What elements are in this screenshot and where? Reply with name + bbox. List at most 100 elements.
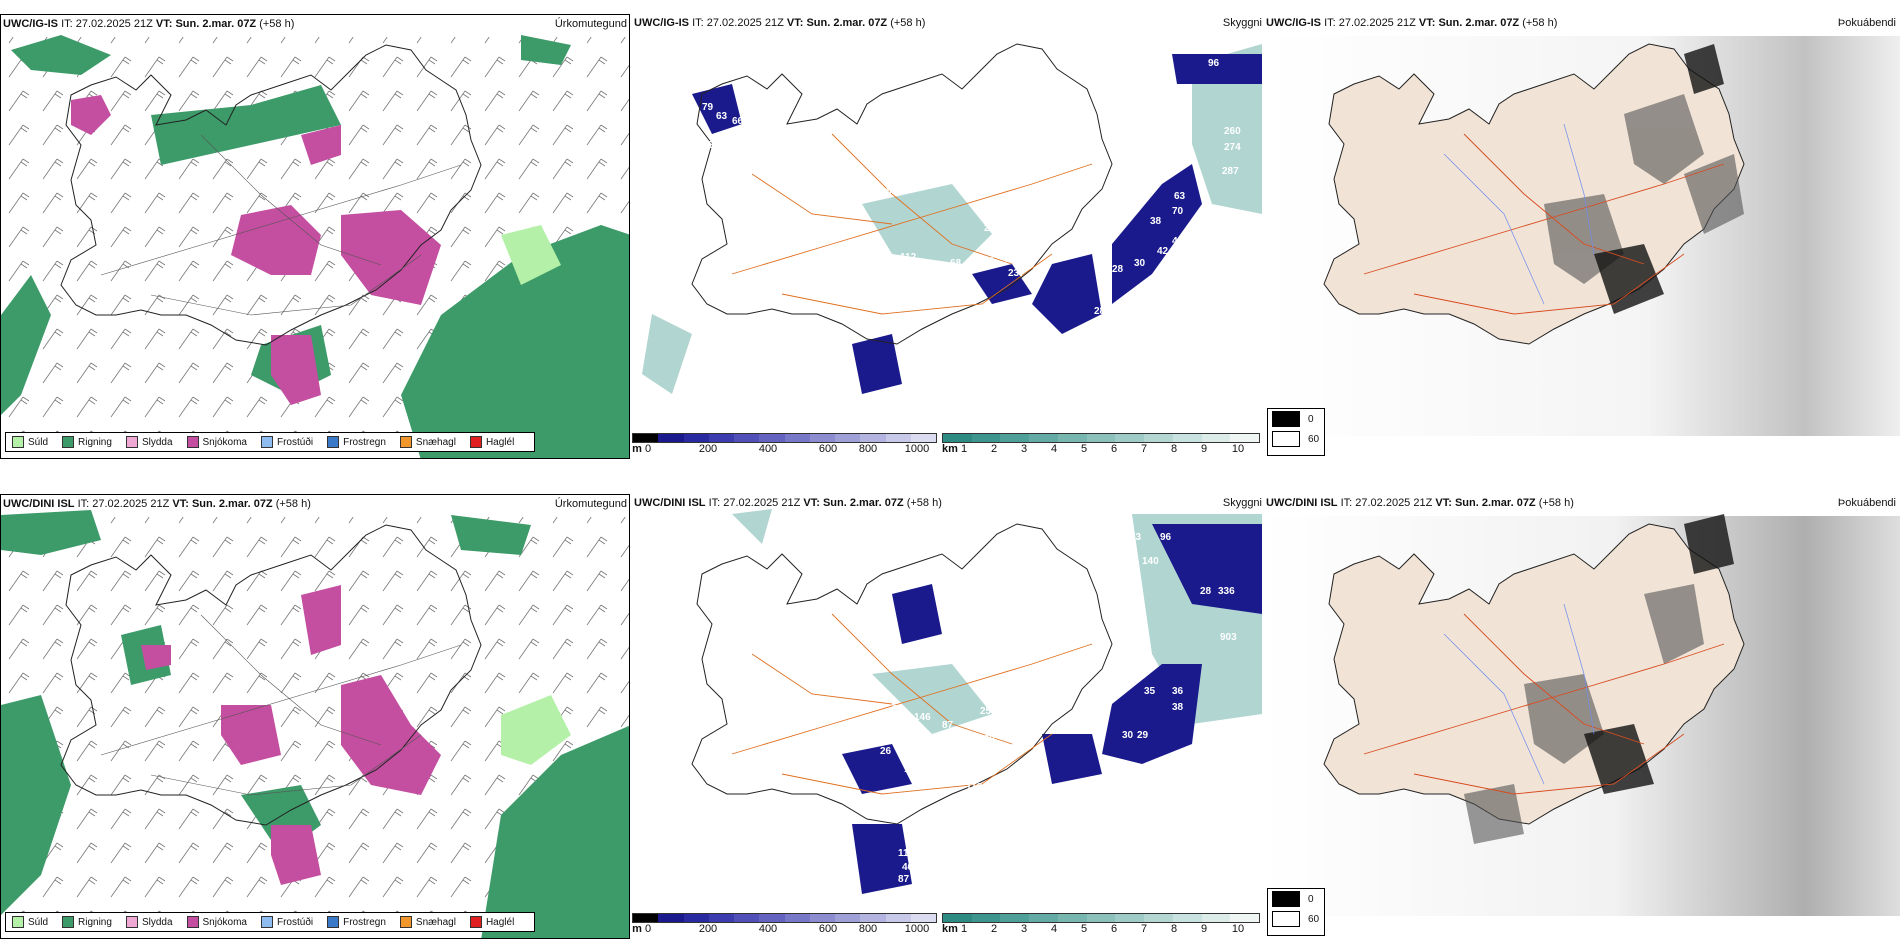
cloud-label: 83 (1130, 532, 1142, 543)
cloud-label: 66 (732, 116, 744, 127)
panel-title: Skyggni (1222, 497, 1262, 509)
legend-item: Frostúði (260, 436, 313, 448)
scale-tick: 5 (1080, 923, 1088, 935)
precip-type-map (1, 35, 629, 458)
cloud-label: 903 (1220, 632, 1237, 643)
fog-legend-label: 0 (1308, 413, 1314, 425)
cloud-label: 70 (904, 370, 916, 381)
cloud-label: 90 (708, 140, 720, 151)
scale-tick: 600 (818, 443, 838, 455)
river-lines (1443, 603, 1595, 785)
cloud-label: 38 (1150, 216, 1162, 227)
cloud-label: 46 (1012, 308, 1024, 319)
cloud-label: 30 (1134, 258, 1146, 269)
cloud-label: 117 (732, 616, 749, 627)
snow-areas (71, 95, 441, 405)
cloud-label: 26 (880, 746, 892, 757)
precip-legend: Súld Rigning Slydda Snjókoma Frostúði Fr… (5, 432, 536, 452)
legend-item: Rigning (62, 916, 112, 928)
cloud-label: 49 (864, 716, 876, 727)
cloud-label: 87 (942, 720, 954, 731)
scale-tick: 400 (758, 923, 778, 935)
scale-unit: km (942, 443, 958, 455)
cloud-label: 146 (914, 712, 931, 723)
cloud-label: 36 (1172, 686, 1184, 697)
legend-item: Haglél (469, 916, 514, 928)
cloud-label: 63 (1174, 191, 1186, 202)
scale-tick: 200 (698, 923, 718, 935)
low-cloud-areas (692, 54, 1262, 394)
legend-item: Rigning (62, 436, 112, 448)
panel-title: Úrkomutegund (554, 498, 627, 510)
scale-tick: 10 (1231, 443, 1245, 455)
color-ramp (942, 433, 1260, 443)
scale-tick: 200 (698, 443, 718, 455)
cloud-label: 140 (1142, 556, 1159, 567)
cloud-label: 30 (1122, 730, 1134, 741)
legend-item: Snæhagl (399, 436, 456, 448)
cloud-label: 28 (1112, 264, 1124, 275)
scale-tick: 1000 (904, 923, 930, 935)
scale-tick: 9 (1200, 443, 1208, 455)
scale-tick: 9 (1200, 923, 1208, 935)
cloud-label: 108 (922, 760, 939, 771)
road-lines (100, 614, 462, 796)
visibility-map: 96 158 73 83 140 28 336 903 36 35 38 30 … (691, 509, 1262, 894)
scale-tick: 400 (758, 443, 778, 455)
road-lines (1363, 133, 1725, 315)
scale-tick: 7 (1140, 443, 1148, 455)
cloud-label: 29 (1137, 730, 1149, 741)
cloud-label: 128 (927, 380, 944, 391)
cloud-label: 260 (1224, 126, 1241, 137)
color-ramp (632, 913, 937, 923)
cloud-label: 96 (1160, 532, 1172, 543)
scale-tick: 4 (1050, 923, 1058, 935)
color-ramp (942, 913, 1260, 923)
cloud-label: 28 (1062, 824, 1074, 835)
cloud-label: 274 (1224, 142, 1241, 153)
low-cloud-areas (842, 524, 1262, 894)
precip-type-panel-row2: UWC/DINI ISL IT: 27.02.2025 21Z VT: Sun.… (0, 494, 630, 939)
cloud-label: 72 (924, 878, 936, 889)
panel-title: Úrkomutegund (554, 18, 627, 30)
panel-header: UWC/DINI ISL IT: 27.02.2025 21Z VT: Sun.… (634, 497, 942, 509)
scale-tick: 0 (644, 443, 652, 455)
panel-header: UWC/IG-IS IT: 27.02.2025 21Z VT: Sun. 2.… (1266, 17, 1558, 29)
cloud-label: 88 (1010, 820, 1022, 831)
precip-type-map (1, 510, 629, 938)
fog-shading (1464, 584, 1704, 844)
color-ramp (632, 433, 937, 443)
fog-legend-label: 60 (1308, 433, 1320, 445)
fog-index-map (1264, 36, 1900, 436)
scale-tick: 600 (818, 923, 838, 935)
scale-tick: 2 (990, 443, 998, 455)
cloud-label: 63 (716, 111, 728, 122)
cloud-base-scale: m 0 200 400 600 800 1000 (632, 433, 937, 457)
fog-index-panel-row2: UWC/DINI ISL IT: 27.02.2025 21Z VT: Sun.… (1264, 494, 1900, 939)
cloud-label: 35 (1144, 686, 1156, 697)
cloud-label: 49 (1157, 271, 1169, 282)
cloud-label: 101 (900, 342, 917, 353)
cloud-label: 131 (978, 256, 995, 267)
legend-item: Frostúði (260, 916, 313, 928)
cloud-label: 93 (930, 860, 942, 871)
fog-index-panel-row1: UWC/IG-IS IT: 27.02.2025 21Z VT: Sun. 2.… (1264, 14, 1900, 459)
legend-item: Slydda (125, 436, 173, 448)
cloud-label: 35 (942, 166, 954, 177)
scale-tick: 7 (1140, 923, 1148, 935)
legend-item: Snæhagl (399, 916, 456, 928)
cloud-label: 58 (994, 314, 1006, 325)
dense-fog-areas (1594, 44, 1724, 314)
cloud-label: 275 (904, 316, 921, 327)
legend-item: Snjókoma (186, 436, 247, 448)
precip-type-panel-row1: UWC/IG-IS IT: 27.02.2025 21Z VT: Sun. 2.… (0, 14, 630, 459)
legend-item: Súld (12, 436, 48, 448)
road-lines (731, 133, 1093, 315)
cloud-label: 20 (892, 704, 904, 715)
fog-index-map (1264, 514, 1900, 916)
fog-legend: 0 60 (1267, 888, 1325, 936)
scale-tick: 3 (1020, 923, 1028, 935)
cloud-label: 104 (772, 144, 789, 155)
cloud-label: 253 (980, 706, 997, 717)
scale-tick: 6 (1110, 923, 1118, 935)
